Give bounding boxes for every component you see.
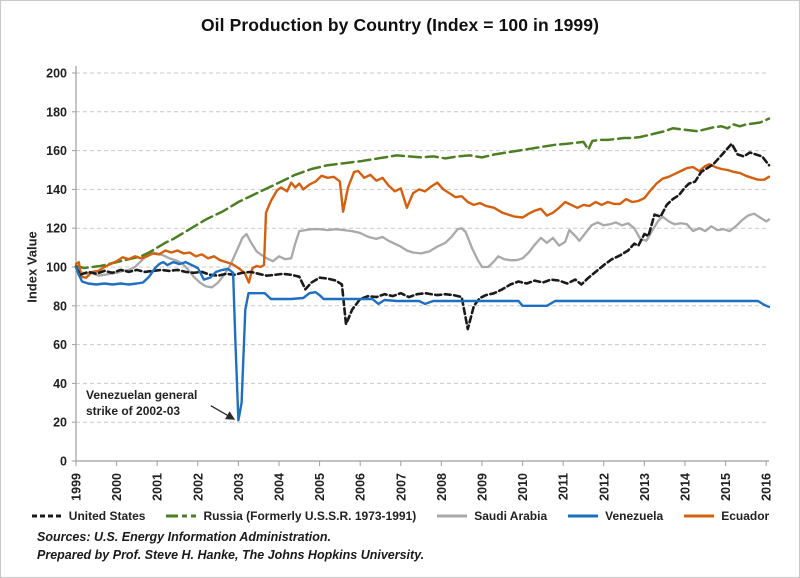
legend-item-saudi-arabia: Saudi Arabia [436,509,547,523]
y-tick-label-60: 60 [53,338,67,352]
x-tick-label-2015: 2015 [719,473,733,501]
legend-swatch-saudi-arabia [437,514,468,518]
x-tick-label-1999: 1999 [70,473,84,501]
legend-label-russia-formerly-u-s-s-r-1973-1991: Russia (Formerly U.S.S.R. 1973-1991) [203,509,417,523]
y-tick-label-100: 100 [46,261,67,275]
x-tick-label-2007: 2007 [394,473,408,501]
x-tick-label-2006: 2006 [354,473,368,501]
x-tick-label-2016: 2016 [760,473,774,501]
legend: United States Russia (Formerly U.S.S.R. 1… [1,509,799,523]
legend-item-russia-formerly-u-s-s-r-1973-1991: Russia (Formerly U.S.S.R. 1973-1991) [165,509,416,523]
x-tick-label-2002: 2002 [191,473,205,501]
chart-title: Oil Production by Country (Index = 100 i… [200,15,600,35]
prepared-by-line: Prepared by Prof. Steve H. Hanke, The Jo… [37,548,425,562]
y-tick-label-0: 0 [60,455,67,469]
x-tick-label-2014: 2014 [678,473,692,501]
legend-swatch-russia-formerly-u-s-s-r-1973-1991 [166,514,197,518]
x-tick-label-2011: 2011 [557,473,571,500]
series-line-ecuador [74,162,771,284]
y-tick-label-80: 80 [53,299,67,313]
legend-item-ecuador: Ecuador [683,509,769,523]
x-tick-label-2013: 2013 [638,473,652,501]
legend-label-saudi-arabia: Saudi Arabia [474,509,548,523]
legend-label-united-states: United States [68,509,146,523]
y-tick-label-180: 180 [46,105,67,119]
y-tick-label-20: 20 [53,416,67,430]
sources-line: Sources: U.S. Energy Information Adminis… [37,530,332,544]
legend-item-venezuela: Venezuela [567,509,663,523]
x-tick-label-2008: 2008 [435,473,449,501]
legend-item-united-states: United States [31,509,146,523]
legend-label-venezuela: Venezuela [605,509,664,523]
y-tick-label-200: 200 [46,67,67,81]
x-tick-label-2010: 2010 [516,473,530,501]
y-tick-label-40: 40 [53,377,67,391]
y-tick-label-120: 120 [46,222,67,236]
annotation-venezuela-strike: Venezuelan general strike of 2002-03 [86,388,198,419]
y-tick-label-160: 160 [46,144,67,158]
x-tick-label-2005: 2005 [313,473,327,501]
annotation-arrow [210,405,236,420]
legend-swatch-ecuador [684,514,715,518]
x-tick-label-2009: 2009 [475,473,489,501]
x-tick-label-2001: 2001 [151,473,165,501]
legend-label-ecuador: Ecuador [721,509,770,523]
x-tick-label-2004: 2004 [272,473,286,501]
legend-swatch-united-states [31,514,62,518]
series-line-russia-formerly-u-s-s-r-1973-1991 [74,117,771,270]
series-line-saudi-arabia [74,212,771,289]
legend-swatch-venezuela [568,514,599,518]
series-line-venezuela [74,260,771,422]
x-tick-label-2003: 2003 [232,473,246,501]
y-tick-label-140: 140 [46,183,67,197]
x-tick-label-2000: 2000 [110,473,124,501]
x-tick-label-2012: 2012 [597,473,611,501]
